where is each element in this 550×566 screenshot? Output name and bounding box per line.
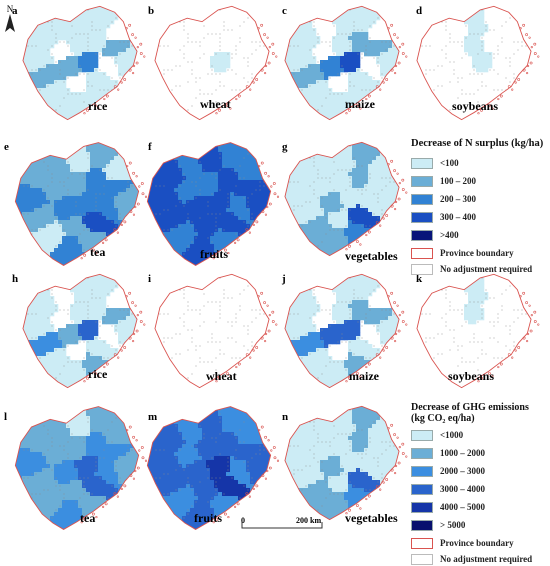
map-panel-i: i wheat: [148, 273, 277, 391]
legend-province-boundary: Province boundary: [411, 536, 514, 550]
legend-item: >400: [411, 228, 459, 242]
legend-label: No adjustment required: [440, 264, 532, 274]
panel-letter: h: [12, 273, 18, 285]
panel-crop-label: rice: [88, 367, 108, 381]
panel-crop-label: rice: [88, 99, 108, 113]
panel-letter: n: [282, 411, 288, 423]
panel-crop-label: fruits: [200, 247, 228, 261]
map-panel-c: c maize: [280, 4, 407, 124]
legend-label: >400: [440, 230, 459, 240]
map-panel-f: f fruits: [142, 140, 279, 268]
panel-crop-label: fruits: [194, 511, 222, 525]
legend-item: <1000: [411, 428, 463, 442]
panel-crop-label: maize: [349, 369, 380, 383]
panel-letter: j: [281, 273, 286, 285]
panel-letter: b: [148, 5, 154, 17]
panel-letter: e: [4, 141, 9, 153]
legend-no-adjustment: No adjustment required: [411, 262, 532, 276]
legend-label: 200 – 300: [440, 194, 476, 204]
legend-swatch: [411, 554, 433, 565]
panel-crop-label: wheat: [200, 97, 231, 111]
panel-letter: c: [282, 5, 287, 17]
map-panel-j: j maize: [280, 272, 407, 392]
panel-letter: g: [282, 141, 288, 153]
legend-swatch: [411, 448, 433, 459]
legend-label: 4000 – 5000: [440, 502, 485, 512]
legend-ghg-title-1: Decrease of GHG emissions: [411, 402, 529, 413]
panel-letter: l: [4, 411, 7, 423]
legend-item: 200 – 300: [411, 192, 476, 206]
legend-swatch: [411, 194, 433, 205]
legend-label: 300 – 400: [440, 212, 476, 222]
panel-crop-label: tea: [90, 245, 105, 259]
legend-swatch: [411, 176, 433, 187]
legend-item: > 5000: [411, 518, 465, 532]
map-panel-l: l tea: [4, 404, 147, 532]
legend-label: 2000 – 3000: [440, 466, 485, 476]
legend-label: 1000 – 2000: [440, 448, 485, 458]
legend-ghg: Decrease of GHG emissions (kg CO₂ eq/ha)…: [411, 402, 547, 542]
map-panel-d: d soybeans: [414, 4, 540, 123]
panel-crop-label: soybeans: [452, 99, 498, 113]
legend-swatch: [411, 230, 433, 241]
legend-label: > 5000: [440, 520, 465, 530]
legend-item: 3000 – 4000: [411, 482, 485, 496]
legend-ghg-title-2: (kg CO₂ eq/ha): [411, 413, 475, 424]
map-panel-e: e tea: [4, 140, 147, 268]
scale-start: 0: [241, 516, 245, 525]
legend-swatch: [411, 466, 433, 477]
legend-label: 100 – 200: [440, 176, 476, 186]
legend-swatch: [411, 502, 433, 513]
legend-label: <1000: [440, 430, 463, 440]
legend-swatch: [411, 538, 433, 549]
legend-swatch: [411, 264, 433, 275]
legend-swatch: [411, 158, 433, 169]
legend-label: Province boundary: [440, 248, 514, 258]
map-panel-g: g vegetables: [280, 140, 407, 263]
map-panel-h: h rice: [12, 272, 145, 392]
map-panel-n: n vegetables: [280, 404, 407, 525]
legend-item: 4000 – 5000: [411, 500, 485, 514]
legend-swatch: [411, 212, 433, 223]
panel-crop-label: vegetables: [345, 249, 398, 263]
scale-bar: 0 200 km: [238, 516, 328, 536]
panel-letter: i: [148, 273, 151, 285]
panel-crop-label: vegetables: [345, 511, 398, 525]
legend-label: Province boundary: [440, 538, 514, 548]
legend-item: <100: [411, 156, 459, 170]
legend-label: No adjustment required: [440, 554, 532, 564]
north-label: N: [7, 4, 14, 14]
legend-n-surplus: Decrease of N surplus (kg/ha) <100 100 – …: [411, 138, 547, 270]
panel-crop-label: wheat: [206, 369, 237, 383]
legend-no-adjustment: No adjustment required: [411, 552, 532, 566]
panel-crop-label: maize: [345, 97, 376, 111]
panel-letter: d: [416, 5, 422, 17]
legend-item: 300 – 400: [411, 210, 476, 224]
north-arrow-icon: N: [3, 3, 17, 33]
legend-swatch: [411, 248, 433, 259]
legend-label: <100: [440, 158, 459, 168]
legend-item: 2000 – 3000: [411, 464, 485, 478]
panel-crop-label: soybeans: [448, 369, 494, 383]
legend-swatch: [411, 484, 433, 495]
panel-letter: f: [148, 141, 152, 153]
panel-crop-label: tea: [80, 511, 95, 525]
legend-swatch: [411, 520, 433, 531]
legend-n-title: Decrease of N surplus (kg/ha): [411, 138, 543, 149]
legend-province-boundary: Province boundary: [411, 246, 514, 260]
panel-letter: m: [148, 411, 157, 423]
scale-end: 200 km: [296, 516, 321, 525]
legend-label: 3000 – 4000: [440, 484, 485, 494]
legend-swatch: [411, 430, 433, 441]
legend-item: 100 – 200: [411, 174, 476, 188]
map-panel-b: b wheat: [148, 5, 277, 123]
map-panel-m: m fruits: [142, 404, 279, 532]
legend-item: 1000 – 2000: [411, 446, 485, 460]
